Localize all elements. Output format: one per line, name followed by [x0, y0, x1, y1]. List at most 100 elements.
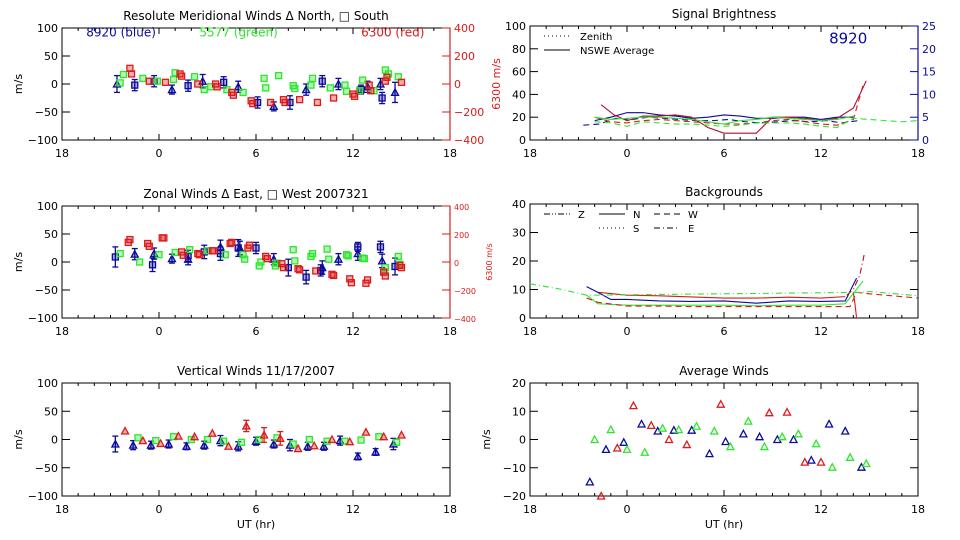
data-point-square [328, 270, 336, 278]
y-axis-label: m/s [12, 74, 25, 94]
data-point-square [329, 271, 338, 280]
data-point-triangle [167, 253, 177, 263]
y-tick-label: 0 [51, 434, 58, 447]
data-point-square [312, 267, 320, 275]
data-point-triangle [293, 443, 303, 453]
data-point-square [354, 243, 362, 251]
legend-label: S [633, 224, 639, 235]
data-point-square [325, 255, 333, 263]
right-axis-tick-label: 5 [922, 111, 929, 124]
y-tick-label: 20 [512, 255, 526, 268]
data-point-square [266, 98, 275, 107]
right-axis-tick-label: 20 [922, 43, 936, 56]
x-tick-label: 18 [911, 325, 925, 338]
x-tick-label: 18 [55, 325, 69, 338]
data-point-triangle [743, 416, 753, 425]
data-point-square [260, 74, 268, 83]
data-point-square [350, 92, 359, 100]
data-point-triangle [691, 421, 702, 430]
y-axis-label: m/s [12, 252, 25, 272]
series-line-8920-nswe-average [594, 112, 854, 122]
x-tick-label: 18 [523, 147, 537, 160]
data-point-triangle [640, 447, 650, 456]
data-point-triangle [233, 81, 243, 91]
data-point-triangle [181, 441, 192, 450]
data-point-triangle [636, 419, 647, 428]
data-point-triangle [596, 491, 606, 500]
data-point-triangle [130, 249, 140, 258]
data-point-square [397, 78, 406, 86]
data-point-square [289, 82, 297, 90]
y-tick-label: 50 [44, 228, 58, 241]
data-point-triangle [827, 462, 837, 471]
y-tick-label: 0 [519, 312, 526, 325]
data-point-triangle [709, 426, 719, 435]
y-tick-label: 30 [512, 227, 526, 240]
data-point-square [179, 251, 187, 259]
data-point-square [295, 96, 304, 104]
data-point-triangle [800, 457, 810, 466]
data-point-triangle [759, 441, 770, 451]
data-point-triangle [309, 440, 319, 450]
data-point-triangle [806, 455, 816, 464]
legend-label: Z [578, 210, 585, 221]
data-point-square [357, 436, 365, 444]
legend-label: Zenith [580, 32, 612, 43]
data-point-triangle [167, 84, 177, 94]
data-point-triangle [824, 419, 834, 428]
data-point-square [252, 244, 260, 252]
x-tick-label: 12 [346, 325, 360, 338]
legend-label: N [633, 210, 640, 221]
right-axis-tick-label: 400 [454, 22, 475, 35]
data-point-square [221, 251, 229, 259]
data-point-square [126, 235, 134, 244]
data-point-square [148, 261, 157, 269]
data-point-square [344, 252, 352, 260]
data-point-square [203, 435, 212, 444]
x-tick-label: 6 [721, 503, 728, 516]
data-point-triangle [738, 428, 748, 438]
data-point-square [255, 435, 263, 444]
data-point-square [263, 254, 271, 263]
legend-label: W [688, 210, 698, 221]
data-point-triangle [333, 254, 344, 263]
data-point-triangle [687, 425, 697, 434]
data-point-square [176, 70, 184, 78]
x-tick-label: 18 [55, 503, 69, 516]
data-point-square [194, 249, 202, 258]
data-point-square [394, 252, 402, 261]
data-point-square [220, 437, 228, 445]
data-point-square [289, 440, 297, 448]
series-line-6300-drop [852, 292, 858, 319]
data-point-square [342, 251, 351, 259]
data-point-square [397, 263, 406, 272]
data-point-triangle [788, 434, 799, 444]
data-point-triangle [233, 441, 243, 450]
x-tick-label: 0 [156, 503, 163, 516]
data-point-triangle [646, 420, 656, 430]
data-point-square [127, 70, 136, 78]
data-point-square [323, 245, 331, 253]
data-point-square [194, 80, 202, 88]
y-axis-label: m/s [480, 429, 493, 449]
data-point-square [317, 266, 325, 275]
data-point-square [342, 87, 351, 95]
y-tick-label: 20 [512, 111, 526, 124]
y-tick-label: 40 [512, 198, 526, 211]
data-point-square [184, 82, 192, 90]
data-point-square [228, 238, 236, 247]
data-point-square [367, 87, 375, 95]
data-point-triangle [361, 427, 371, 436]
data-point-triangle [845, 452, 855, 461]
data-point-square [239, 88, 247, 97]
series-line-6300-dashed [594, 85, 864, 126]
x-tick-label: 0 [624, 147, 631, 160]
data-point-square [200, 85, 208, 94]
data-point-square [383, 73, 391, 81]
data-point-triangle [259, 430, 269, 439]
data-point-triangle [764, 407, 774, 417]
data-point-square [274, 71, 283, 80]
data-point-triangle [164, 439, 174, 448]
data-point-triangle [601, 444, 611, 454]
